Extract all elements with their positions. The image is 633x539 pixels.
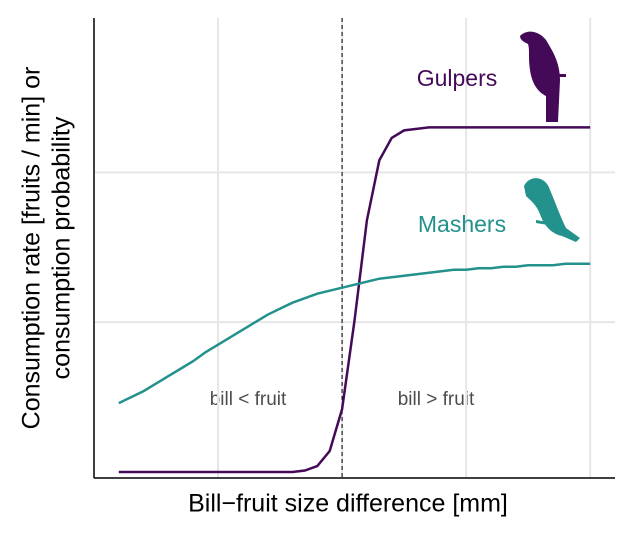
x-axis-label: Bill−fruit size difference [mm] [188, 490, 508, 518]
annotation: bill > fruit [398, 389, 475, 410]
annotation: bill < fruit [210, 389, 287, 410]
y-axis-label: consumption probability [48, 116, 76, 379]
series-line [118, 126, 591, 474]
gulper-icon [520, 31, 566, 122]
series-line [118, 262, 591, 405]
y-axis-label: Consumption rate [fruits / min] or [18, 67, 46, 430]
legend-label: Mashers [418, 211, 506, 237]
masher-icon [524, 178, 580, 242]
legend-label: Gulpers [417, 65, 498, 91]
